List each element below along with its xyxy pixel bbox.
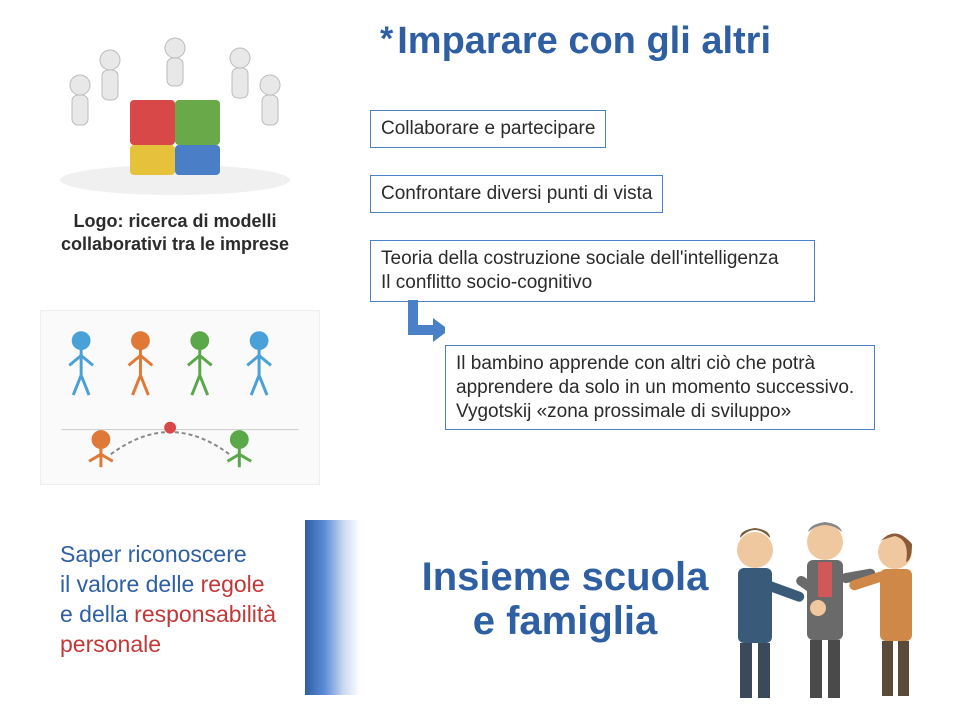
bambino-line3: Vygotskij «zona prossimale di sviluppo» bbox=[456, 401, 791, 422]
puzzle-illustration bbox=[40, 30, 310, 200]
box-teoria: Teoria della costruzione sociale dell'in… bbox=[370, 240, 815, 302]
caption-line2: collaborativi tra le imprese bbox=[61, 234, 289, 254]
teoria-line1: Teoria della costruzione sociale dell'in… bbox=[381, 248, 779, 269]
teoria-line2: Il conflitto socio-cognitivo bbox=[381, 272, 592, 293]
insieme-line2: e famiglia bbox=[473, 599, 658, 643]
caption-line1: Logo: ricerca di modelli bbox=[73, 211, 276, 231]
box-confrontare: Confrontare diversi punti di vista bbox=[370, 175, 663, 213]
gradient-bar bbox=[305, 520, 360, 695]
insieme-line1: Insieme scuola bbox=[422, 555, 709, 599]
slide-title: *Imparare con gli altri bbox=[380, 20, 771, 63]
title-star: * bbox=[380, 20, 393, 58]
kids-illustration bbox=[40, 310, 320, 485]
title-text: Imparare con gli altri bbox=[397, 20, 771, 62]
arrow-icon bbox=[405, 300, 445, 355]
box-bambino: Il bambino apprende con altri ciò che po… bbox=[445, 345, 875, 430]
bl-line3a: e della bbox=[60, 601, 134, 627]
bl-line1: Saper riconoscere bbox=[60, 541, 247, 567]
puzzle-caption: Logo: ricerca di modelli collaborativi t… bbox=[40, 210, 310, 255]
people-illustration bbox=[700, 510, 940, 705]
bl-line2b: regole bbox=[201, 571, 265, 597]
bambino-line1: Il bambino apprende con altri ciò che po… bbox=[456, 353, 815, 374]
bl-line3b: responsabilità bbox=[134, 601, 276, 627]
box-collaborare: Collaborare e partecipare bbox=[370, 110, 606, 148]
bambino-line2: apprendere da solo in un momento success… bbox=[456, 377, 854, 398]
bottom-left-text: Saper riconoscere il valore delle regole… bbox=[60, 540, 276, 660]
bl-line2a: il valore delle bbox=[60, 571, 201, 597]
insieme-heading: Insieme scuola e famiglia bbox=[405, 555, 725, 643]
bl-line4: personale bbox=[60, 631, 161, 657]
